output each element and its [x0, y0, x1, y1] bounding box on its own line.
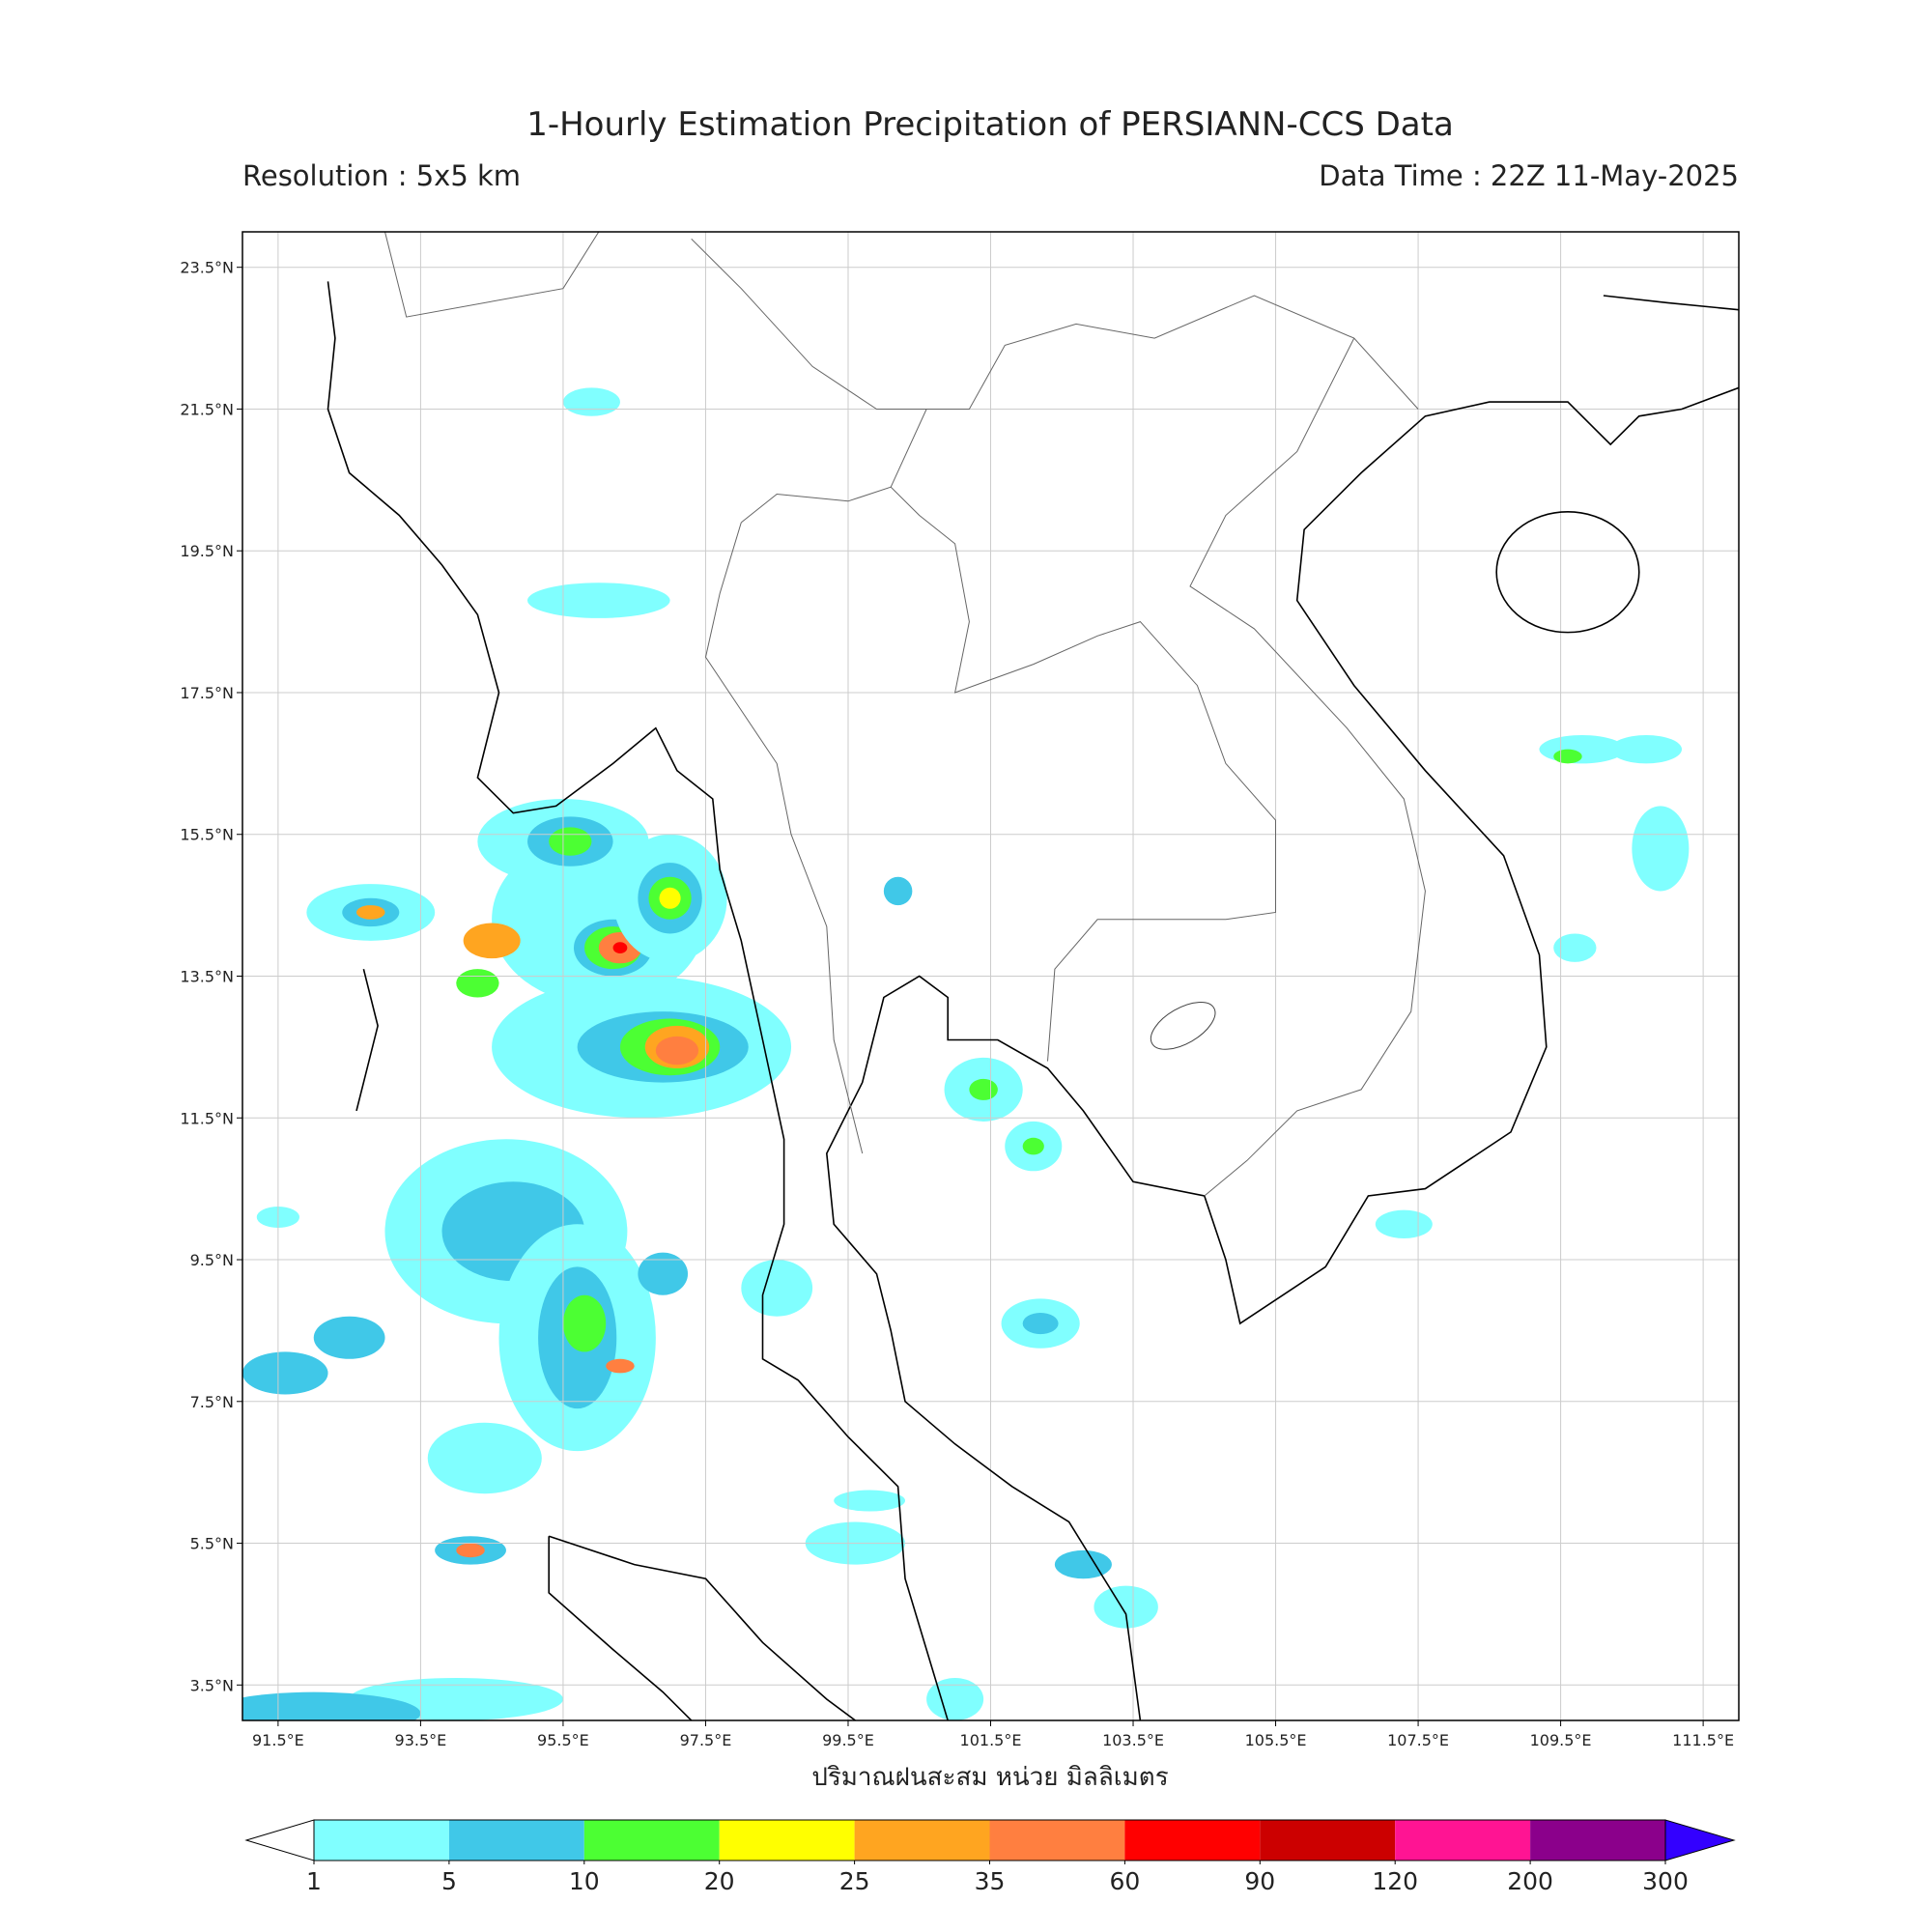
x-axis-label: ปริมาณฝนสะสม หน่วย มิลลิเมตร [811, 1763, 1168, 1792]
y-tick-label: 17.5°N [180, 684, 234, 702]
colorbar-tick-label: 10 [569, 1867, 600, 1895]
colorbar-segment [314, 1820, 449, 1861]
rain-area [242, 1691, 421, 1720]
x-tick-label: 97.5°E [680, 1731, 732, 1749]
rain-area [1022, 1313, 1059, 1335]
rain-area [1553, 933, 1597, 962]
rain-area [1610, 735, 1683, 764]
coastline [548, 1535, 856, 1720]
y-tick-label: 19.5°N [180, 542, 234, 560]
y-tick-label: 23.5°N [180, 259, 234, 277]
colorbar-segment [719, 1820, 855, 1861]
colorbar-tick-label: 5 [441, 1867, 457, 1895]
rain-area [527, 582, 670, 618]
rain-area [242, 1351, 328, 1395]
x-tick-label: 91.5°E [252, 1731, 304, 1749]
x-tick-label: 101.5°E [960, 1731, 1022, 1749]
rain-area [456, 969, 499, 998]
y-tick-label: 11.5°N [180, 1109, 234, 1127]
colorbar-tick-label: 1 [306, 1867, 322, 1895]
rain-area [638, 1252, 689, 1295]
y-tick-label: 9.5°N [190, 1251, 234, 1269]
rain-area [313, 1316, 385, 1359]
rain-area [659, 887, 681, 909]
rain-area [456, 1543, 485, 1558]
colorbar-over [1664, 1819, 1736, 1861]
rain-area [549, 827, 592, 856]
colorbar-segment [854, 1820, 990, 1861]
colorbar-tick-label: 200 [1507, 1867, 1553, 1895]
x-tick-label: 107.5°E [1387, 1731, 1449, 1749]
rain-area [1022, 1137, 1044, 1155]
rain-area [741, 1260, 813, 1317]
subtitle-right: Data Time : 22Z 11-May-2025 [1319, 159, 1739, 192]
x-tick-label: 105.5°E [1245, 1731, 1307, 1749]
subtitle-left: Resolution : 5x5 km [242, 159, 521, 192]
rain-area [1632, 806, 1690, 892]
colorbar-segment [583, 1820, 720, 1861]
rain-area [463, 923, 521, 959]
border [890, 295, 1419, 488]
x-tick-label: 93.5°E [395, 1731, 447, 1749]
x-tick-label: 103.5°E [1102, 1731, 1164, 1749]
rain-area [562, 387, 620, 416]
x-tick-label: 109.5°E [1530, 1731, 1592, 1749]
colorbar-tick-label: 35 [975, 1867, 1006, 1895]
rain-area [1054, 1549, 1112, 1579]
coastline [327, 281, 949, 1720]
rain-area [1375, 1209, 1433, 1239]
colorbar-segment [1395, 1820, 1531, 1861]
y-tick-label: 13.5°N [180, 968, 234, 986]
rain-area [427, 1422, 542, 1494]
colorbar-tick-label: 20 [704, 1867, 735, 1895]
coastline [548, 1536, 693, 1720]
y-tick-label: 7.5°N [190, 1393, 234, 1411]
colorbar-tick-label: 300 [1642, 1867, 1689, 1895]
border [704, 522, 864, 1154]
x-tick-label: 99.5°E [822, 1731, 874, 1749]
border [384, 232, 600, 318]
coastline [1603, 295, 1739, 311]
y-tick-label: 5.5°N [190, 1535, 234, 1553]
rain-area [883, 876, 913, 906]
y-tick-label: 3.5°N [190, 1676, 234, 1694]
colorbar-segment [1124, 1820, 1261, 1861]
colorbar: 1 5 10 20 25 35 60 90 120 200 300 [244, 1819, 1736, 1895]
rain-area [969, 1078, 998, 1100]
rain-area [1094, 1585, 1158, 1629]
rain-area [834, 1490, 906, 1512]
title: 1-Hourly Estimation Precipitation of PER… [526, 105, 1454, 144]
lake [1150, 1002, 1216, 1050]
colorbar-tick-label: 60 [1109, 1867, 1140, 1895]
colorbar-segment [989, 1820, 1125, 1861]
map [242, 232, 1739, 1720]
x-tick-label: 95.5°E [537, 1731, 589, 1749]
border [1189, 337, 1426, 1197]
y-tick-label: 15.5°N [180, 826, 234, 844]
colorbar-tick-label: 25 [839, 1867, 870, 1895]
rain-area [612, 942, 628, 954]
colorbar-segment [1260, 1820, 1396, 1861]
rain-area [655, 1036, 699, 1065]
coastline [825, 386, 1739, 1720]
island [1495, 511, 1640, 634]
colorbar-segment [448, 1820, 584, 1861]
rain-area [1553, 749, 1582, 764]
x-tick-label: 111.5°E [1672, 1731, 1734, 1749]
colorbar-under [244, 1819, 315, 1861]
colorbar-segment [1530, 1820, 1665, 1861]
colorbar-tick-label: 120 [1372, 1867, 1418, 1895]
y-tick-label: 21.5°N [180, 400, 234, 418]
colorbar-tick-label: 90 [1244, 1867, 1275, 1895]
border [740, 486, 1276, 1062]
rain-area [606, 1358, 635, 1374]
coastline [355, 969, 379, 1112]
rain-area [926, 1677, 984, 1720]
border [691, 238, 927, 410]
rain-area [356, 905, 385, 920]
rain-area [562, 1294, 607, 1352]
